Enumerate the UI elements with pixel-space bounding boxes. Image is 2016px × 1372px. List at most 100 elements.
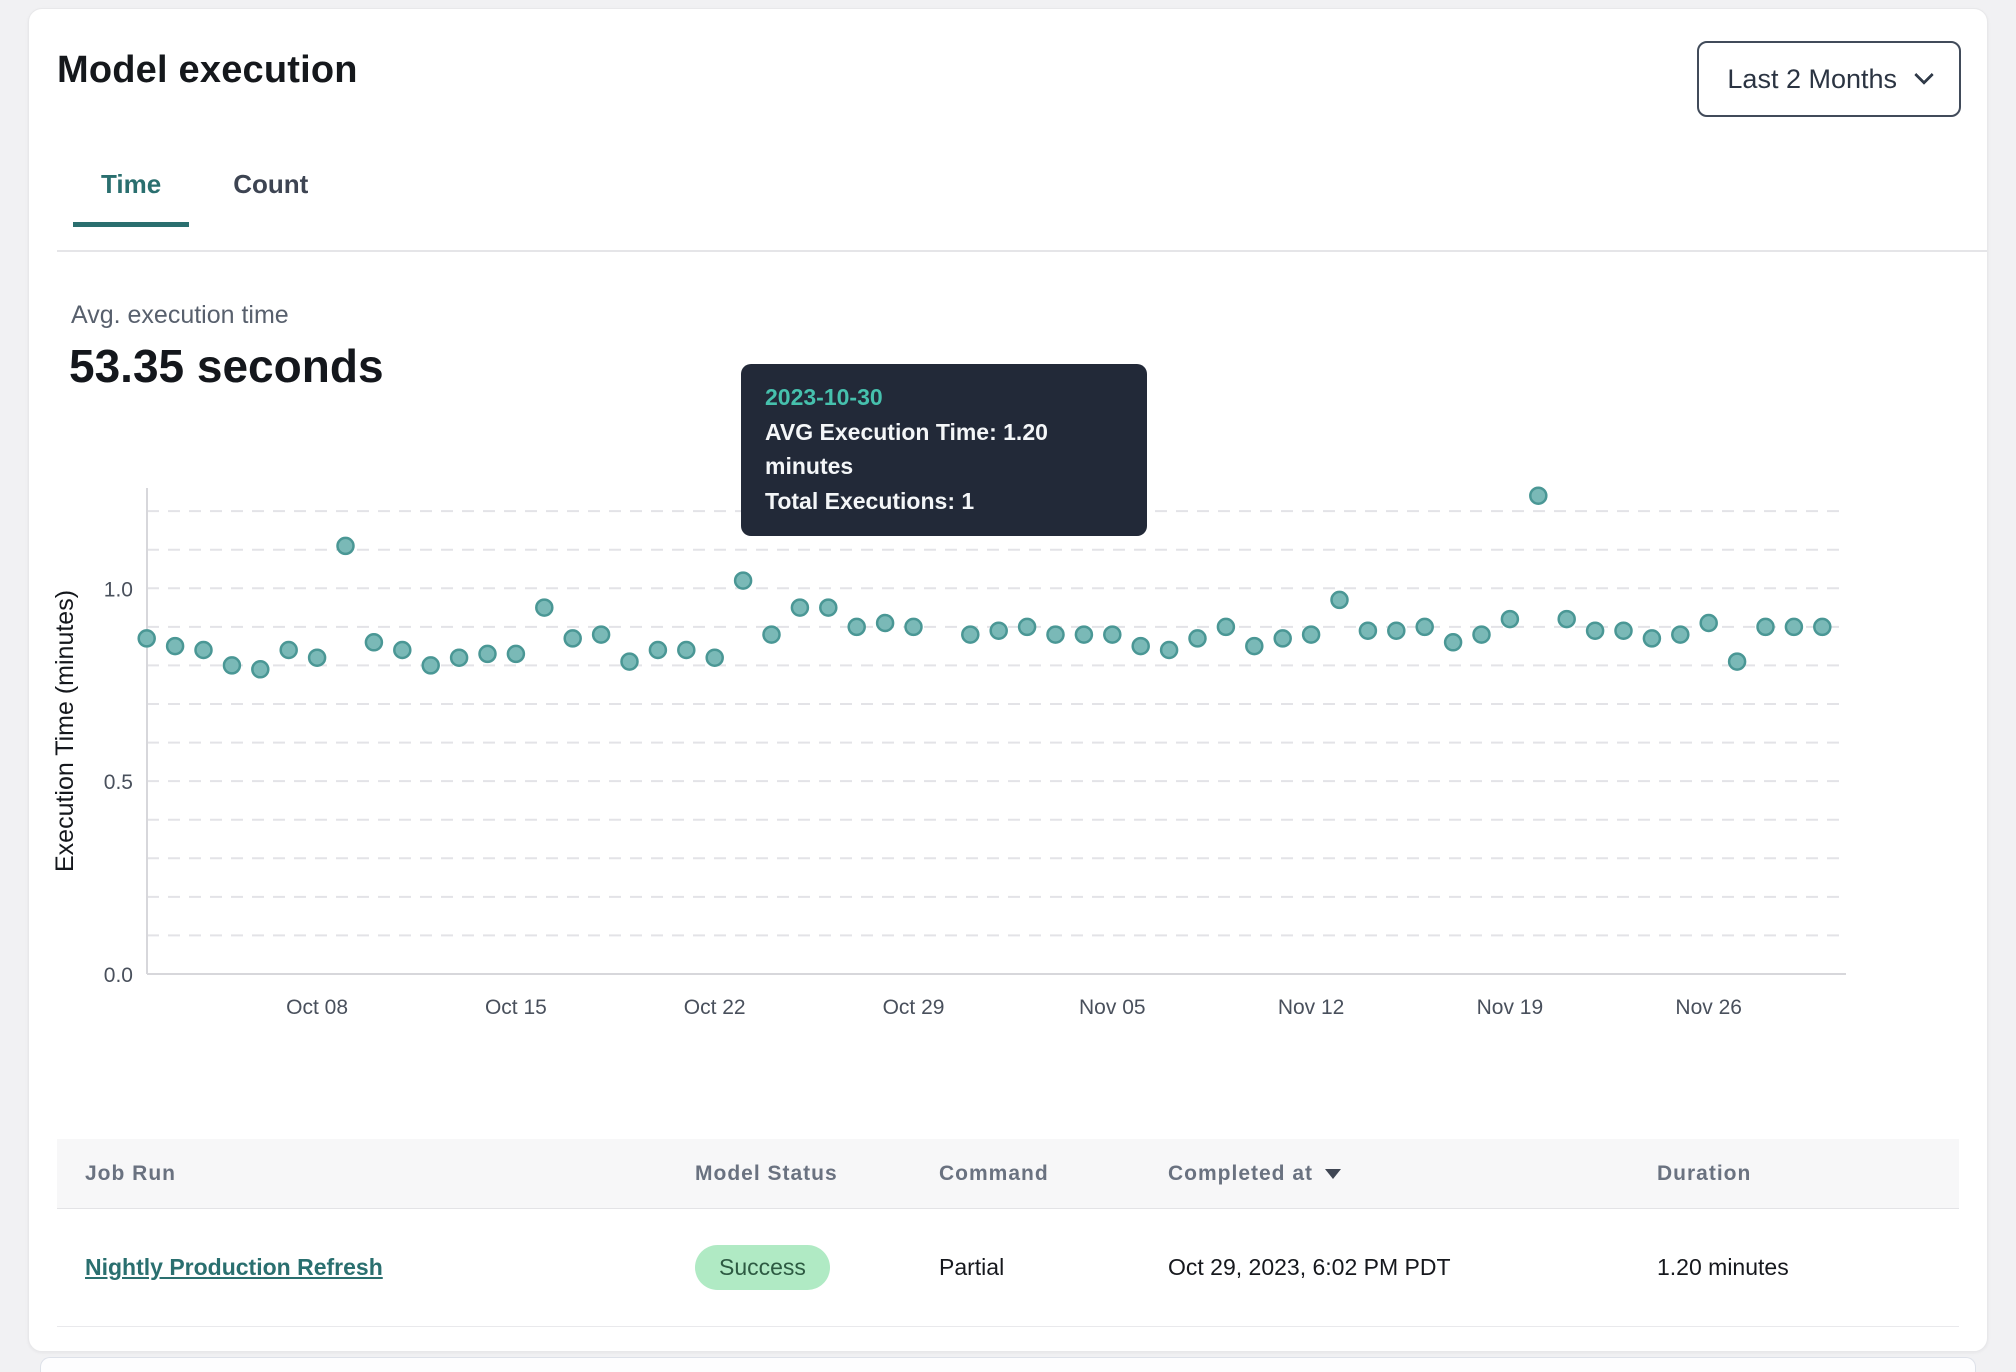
tooltip-total-executions: Total Executions: 1 <box>765 487 975 514</box>
date-range-label: Last 2 Months <box>1727 63 1897 94</box>
data-point[interactable] <box>1472 625 1491 644</box>
data-point[interactable] <box>1103 625 1122 644</box>
data-point[interactable] <box>847 617 866 637</box>
data-point[interactable] <box>1500 609 1520 629</box>
svg-text:Oct 22: Oct 22 <box>684 996 746 1019</box>
tab-count[interactable]: Count <box>205 155 336 227</box>
data-point[interactable] <box>251 660 270 679</box>
job-run-link[interactable]: Nightly Production Refresh <box>85 1254 383 1280</box>
data-point[interactable] <box>393 640 412 660</box>
data-point[interactable] <box>677 640 696 660</box>
data-point[interactable] <box>563 629 582 648</box>
data-point[interactable] <box>875 613 895 633</box>
kpi-label: Avg. execution time <box>71 301 289 329</box>
chevron-down-icon <box>1914 65 1934 85</box>
kpi-value: 53.35 seconds <box>69 340 384 392</box>
data-point[interactable] <box>1614 621 1633 640</box>
column-header-model-status[interactable]: Model Status <box>695 1161 838 1185</box>
data-point[interactable] <box>705 648 724 667</box>
data-point[interactable] <box>819 598 838 617</box>
data-point[interactable] <box>222 656 242 675</box>
data-point[interactable] <box>364 633 384 652</box>
data-point[interactable] <box>1813 617 1832 637</box>
column-header-command[interactable]: Command <box>939 1161 1049 1185</box>
data-point[interactable] <box>591 625 611 644</box>
data-point[interactable] <box>648 640 668 660</box>
data-point[interactable] <box>1159 640 1179 660</box>
data-point[interactable] <box>733 571 753 590</box>
data-point[interactable] <box>506 644 526 664</box>
execution-time-chart: 0.0 0.5 1.0 Oct 08 Oct 15 Oct 22 Oct 29 Nov 05 N… <box>29 431 1989 1071</box>
data-point[interactable] <box>535 598 554 617</box>
data-point[interactable] <box>1046 625 1065 644</box>
svg-text:Nov 19: Nov 19 <box>1477 996 1544 1019</box>
data-point[interactable] <box>449 648 469 667</box>
svg-text:Oct 08: Oct 08 <box>286 996 348 1019</box>
data-point[interactable] <box>194 640 213 660</box>
data-point[interactable] <box>1443 633 1463 652</box>
data-point[interactable] <box>421 656 440 675</box>
data-point[interactable] <box>1017 617 1037 637</box>
data-point[interactable] <box>762 625 781 644</box>
tab-time-label: Time <box>101 169 162 199</box>
date-range-dropdown[interactable]: Last 2 Months <box>1697 41 1961 117</box>
svg-text:0.0: 0.0 <box>104 964 133 987</box>
job-runs-table: Job Run Model Status Command Completed a… <box>57 1139 1959 1327</box>
data-point[interactable] <box>1301 625 1321 644</box>
data-point[interactable] <box>165 636 185 656</box>
data-point[interactable] <box>790 598 810 617</box>
data-point[interactable] <box>478 644 497 664</box>
data-point[interactable] <box>620 652 639 671</box>
data-point[interactable] <box>1727 652 1747 671</box>
svg-text:Nov 12: Nov 12 <box>1278 996 1345 1019</box>
data-point[interactable] <box>279 640 298 660</box>
table-row: Nightly Production Refresh Success Parti… <box>57 1209 1959 1327</box>
command-cell: Partial <box>939 1254 1005 1280</box>
data-point[interactable] <box>1756 617 1775 637</box>
data-point[interactable] <box>1188 629 1207 648</box>
data-point[interactable] <box>336 536 355 556</box>
tooltip-avg-time: AVG Execution Time: 1.20 minutes <box>765 418 1048 480</box>
column-header-job-run[interactable]: Job Run <box>85 1161 176 1185</box>
data-point[interactable] <box>904 617 923 637</box>
data-point[interactable] <box>1131 636 1150 656</box>
data-point[interactable] <box>1273 629 1292 648</box>
svg-text:Oct 29: Oct 29 <box>883 996 945 1019</box>
page-title: Model execution <box>57 49 358 91</box>
data-point[interactable] <box>1784 617 1804 637</box>
chart-tooltip: 2023-10-30 AVG Execution Time: 1.20 minu… <box>741 364 1147 536</box>
scatter-plot: 0.0 0.5 1.0 Oct 08 Oct 15 Oct 22 Oct 29 Nov 05 N… <box>51 486 1846 1019</box>
data-point[interactable] <box>1216 617 1236 637</box>
svg-text:Execution Time (minutes): Execution Time (minutes) <box>51 590 79 872</box>
data-point[interactable] <box>1415 617 1434 637</box>
data-point[interactable] <box>1585 621 1605 640</box>
data-point[interactable] <box>1557 609 1576 629</box>
column-header-duration[interactable]: Duration <box>1657 1161 1752 1185</box>
svg-text:Oct 15: Oct 15 <box>485 996 547 1019</box>
tab-count-label: Count <box>233 169 309 199</box>
data-point[interactable] <box>1671 625 1690 644</box>
table-header-row: Job Run Model Status Command Completed a… <box>57 1139 1959 1209</box>
data-point[interactable] <box>137 629 156 648</box>
data-point[interactable] <box>1358 621 1378 640</box>
data-point[interactable] <box>1387 621 1406 640</box>
column-header-completed-at[interactable]: Completed at <box>1140 1162 1629 1186</box>
model-execution-card: Model execution Last 2 Months Time Count… <box>28 8 1988 1352</box>
data-point[interactable] <box>961 625 980 644</box>
tab-time[interactable]: Time <box>73 155 190 227</box>
data-point[interactable] <box>1529 486 1548 505</box>
data-point[interactable] <box>1330 590 1349 610</box>
sort-descending-icon[interactable] <box>1325 1168 1342 1179</box>
data-point[interactable] <box>1699 613 1718 633</box>
tabs-divider <box>57 250 1987 252</box>
data-point[interactable] <box>307 648 327 667</box>
data-point[interactable] <box>989 621 1008 640</box>
data-point[interactable] <box>1642 629 1662 648</box>
svg-text:Nov 26: Nov 26 <box>1675 996 1742 1019</box>
status-badge: Success <box>695 1245 830 1290</box>
chart-tabs: Time Count <box>73 155 336 227</box>
data-point[interactable] <box>1074 625 1094 644</box>
svg-text:0.5: 0.5 <box>104 771 133 794</box>
svg-text:1.0: 1.0 <box>104 578 133 601</box>
data-point[interactable] <box>1245 636 1264 656</box>
